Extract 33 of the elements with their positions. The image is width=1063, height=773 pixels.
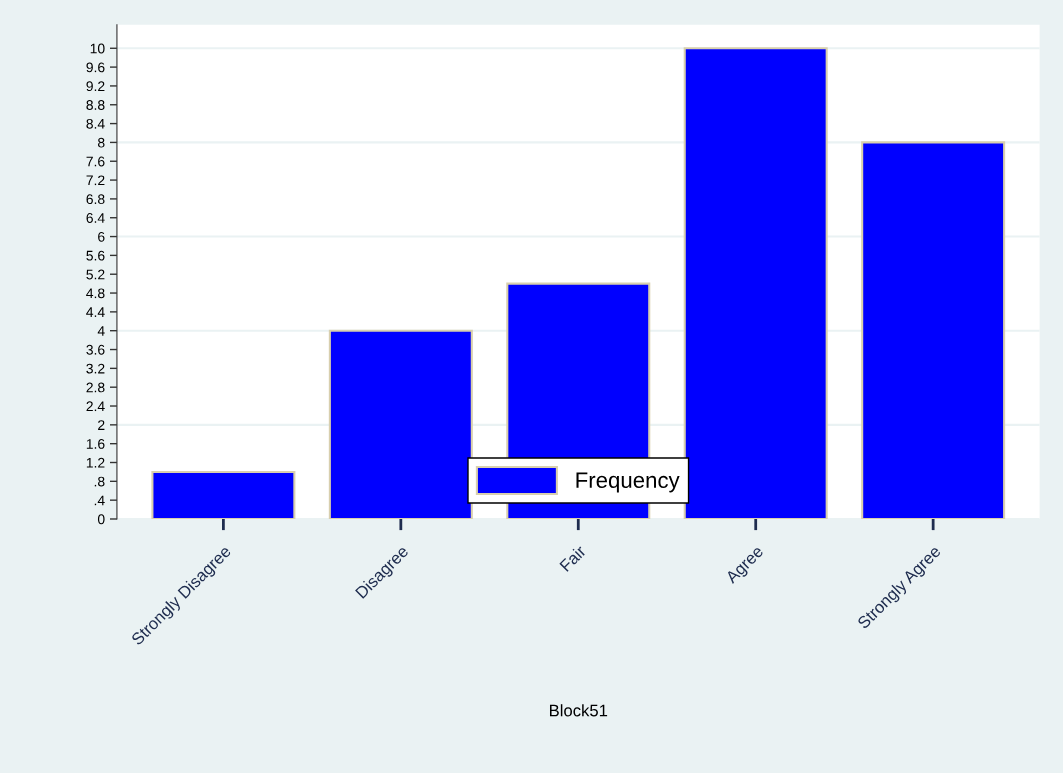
- bar: [328, 329, 473, 519]
- y-tick-label: .4: [94, 495, 105, 506]
- y-tick-label: 6: [98, 231, 105, 242]
- y-tick-label: 9.2: [86, 81, 105, 92]
- legend-label: Frequency: [576, 472, 680, 493]
- bar: [151, 470, 296, 519]
- y-tick-label: 8.4: [86, 118, 105, 129]
- y-tick-label: .8: [94, 476, 105, 487]
- y-tick-label: 7.2: [86, 175, 105, 186]
- y-tick-label: 0: [97, 514, 105, 525]
- y-tick-label: 2.4: [86, 401, 105, 412]
- y-tick-label: 1.6: [86, 439, 105, 449]
- y-tick-label: 2: [98, 420, 105, 430]
- y-tick-label: 5.2: [86, 269, 105, 280]
- y-tick-label: 6.8: [86, 194, 105, 205]
- x-axis-title: Block51: [549, 704, 608, 717]
- y-tick-label: 4.4: [86, 307, 105, 317]
- y-tick-label: 6.4: [86, 213, 105, 223]
- y-tick-label: 3.2: [86, 363, 105, 374]
- y-tick-label: 4.8: [86, 288, 105, 299]
- y-tick-label: 7.6: [86, 156, 105, 167]
- y-tick-label: 9.6: [86, 62, 105, 73]
- y-tick-label: 1.2: [86, 457, 105, 468]
- x-tick-label: Fair: [558, 544, 587, 572]
- y-tick-label: 3.6: [86, 344, 105, 355]
- bar: [683, 47, 828, 519]
- y-tick-label: 2.8: [86, 382, 105, 393]
- y-tick-label: 5.6: [86, 250, 105, 261]
- y-tick-label: 8: [98, 137, 105, 148]
- bar: [861, 141, 1006, 519]
- y-tick-label: 8.8: [86, 100, 105, 110]
- y-tick-label: 4: [97, 326, 105, 336]
- y-tick-label: 10: [90, 43, 105, 54]
